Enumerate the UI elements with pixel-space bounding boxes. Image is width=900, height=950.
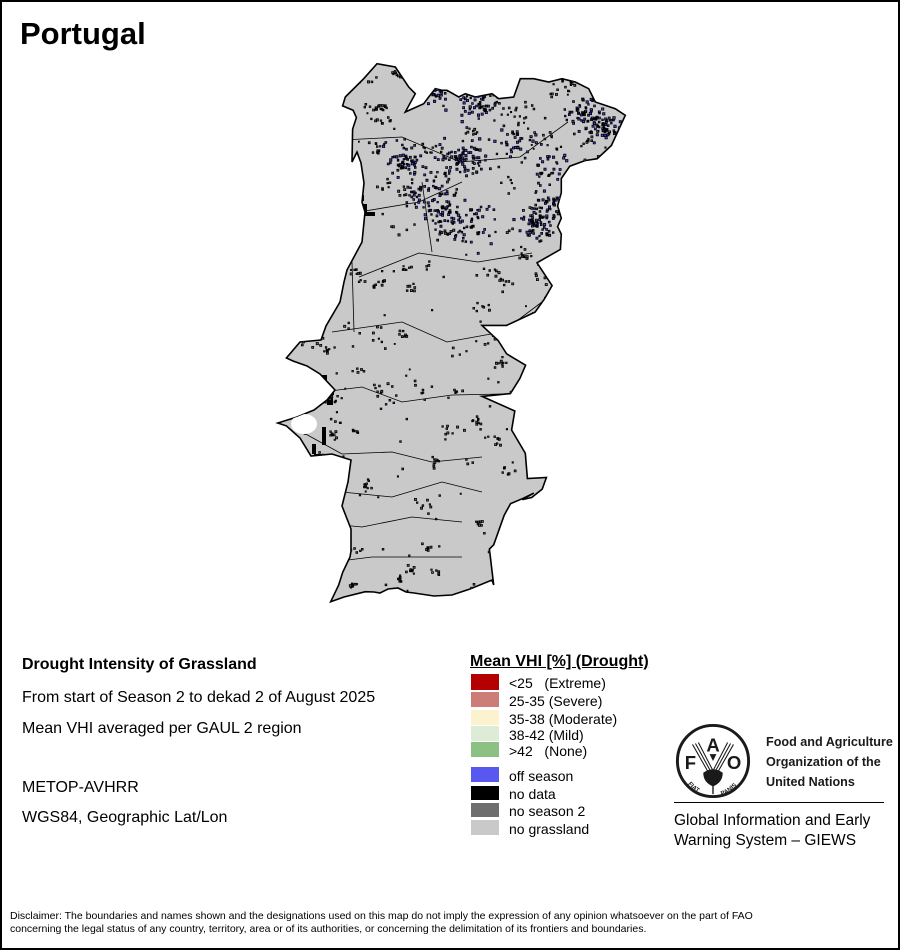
svg-text:F: F [685,752,696,773]
svg-text:A: A [706,734,719,755]
svg-text:O: O [727,752,741,773]
